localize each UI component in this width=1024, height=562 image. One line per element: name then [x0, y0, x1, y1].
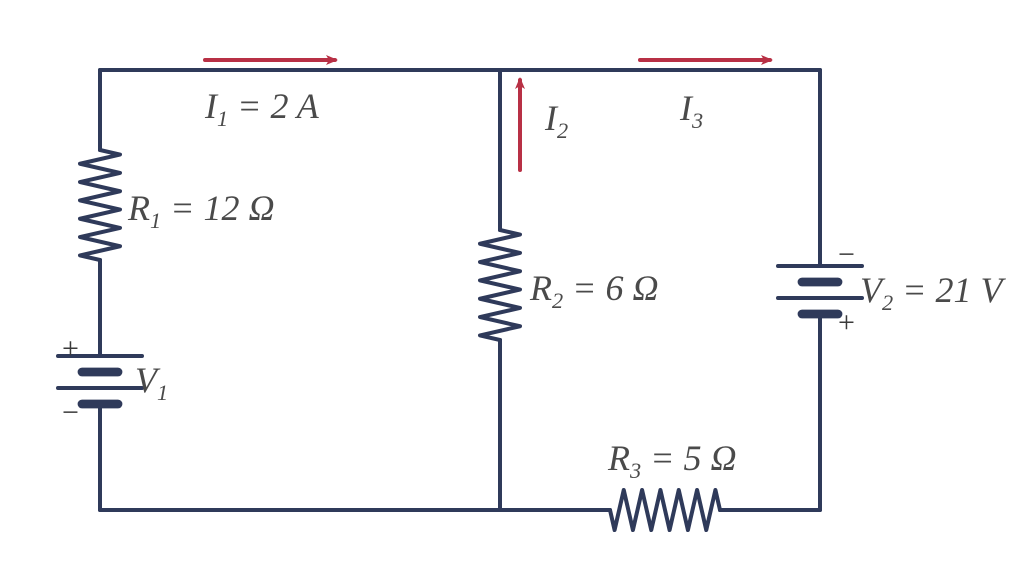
label-V2: V2 = 21 V — [860, 270, 1006, 315]
label-R3: R3 = 5 Ω — [607, 438, 736, 483]
label-I2: I2 — [544, 98, 568, 143]
label-V1: V1 — [135, 360, 168, 405]
label-I1: I1 = 2 A — [204, 86, 320, 131]
sign-V2-minus: − — [838, 238, 855, 271]
sign-V1-minus: − — [62, 396, 79, 429]
sign-V1-plus: + — [62, 332, 79, 365]
sign-V2-plus: + — [838, 306, 855, 339]
circuit-diagram: I1 = 2 A I2 I3 R1 = 12 Ω R2 = 6 Ω R3 = 5 Ω V1 V… — [0, 0, 1024, 562]
label-R2: R2 = 6 Ω — [529, 268, 658, 313]
label-R1: R1 = 12 Ω — [127, 188, 274, 233]
label-I3: I3 — [679, 88, 703, 133]
label-layer: I1 = 2 A I2 I3 R1 = 12 Ω R2 = 6 Ω R3 = 5 Ω V1 V… — [62, 86, 1006, 483]
